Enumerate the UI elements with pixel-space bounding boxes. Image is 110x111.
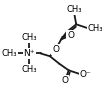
Text: O: O xyxy=(61,76,68,85)
Text: N⁺: N⁺ xyxy=(24,49,35,58)
Text: O⁻: O⁻ xyxy=(80,70,92,79)
Text: CH₃: CH₃ xyxy=(22,65,37,74)
Text: O: O xyxy=(67,31,74,40)
Text: O: O xyxy=(52,45,59,54)
Text: CH₃: CH₃ xyxy=(22,33,37,42)
Text: CH₃: CH₃ xyxy=(87,24,103,33)
Text: CH₃: CH₃ xyxy=(2,49,17,58)
Text: CH₃: CH₃ xyxy=(67,5,82,14)
